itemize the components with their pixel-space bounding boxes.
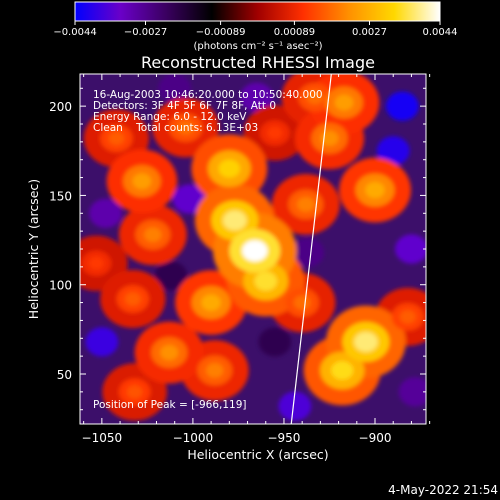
bright-region-core (88, 257, 104, 270)
y-tick-label: 200 (49, 100, 72, 114)
y-axis-label: Heliocentric Y (arcsec) (26, 179, 41, 319)
colorbar-tick-label: −0.0027 (124, 27, 167, 38)
time-range-label: 16-Aug-2003 10:46:20.000 to 10:50:40.000 (93, 89, 323, 101)
x-tick-label: −1000 (173, 431, 214, 445)
x-tick-label: −900 (359, 431, 392, 445)
colorbar-tick-label: 0.0044 (423, 27, 458, 38)
colorbar-ticks: −0.0044 −0.0027 −0.00089 0.00089 0.0027 0.004… (53, 21, 458, 38)
bright-region-core (399, 310, 416, 324)
dark-region (385, 91, 419, 121)
y-tick-label: 50 (57, 368, 72, 382)
y-tick-label: 100 (49, 279, 72, 293)
energy-range-label: Energy Range: 6.0 - 12.0 keV (93, 111, 247, 123)
dark-region (158, 74, 192, 103)
bright-region-core (267, 126, 283, 140)
intensity-map (80, 74, 426, 421)
bright-region-core (144, 227, 162, 243)
bright-region-core (331, 361, 354, 380)
chart-title: Reconstructed RHESSI Image (141, 53, 375, 72)
bright-region-core (354, 331, 378, 352)
dark-region (278, 391, 312, 421)
colorbar-tick-label: 0.00089 (274, 27, 315, 38)
dark-region (89, 198, 122, 228)
x-axis-label: Heliocentric X (arcsec) (187, 447, 328, 462)
bright-region-core (293, 295, 311, 310)
dark-region (172, 184, 206, 214)
image-area (79, 73, 427, 425)
bright-region-core (254, 271, 278, 291)
bright-region-core (108, 131, 125, 146)
dark-region (154, 261, 188, 291)
colorbar-tick-label: −0.00089 (196, 27, 246, 38)
bright-region-core (126, 385, 143, 399)
x-axis: −1050 −1000 −950 −900 (82, 74, 431, 445)
solar-limb-line (290, 74, 332, 424)
y-tick-label: 150 (49, 189, 72, 203)
bright-region-core (124, 292, 141, 306)
bright-region-core (177, 120, 195, 135)
peak-position-label: Position of Peak = [-966,119] (93, 399, 247, 411)
dark-region (291, 238, 325, 268)
bright-region-core (306, 90, 324, 105)
colorbar-tick-label: 0.0027 (352, 27, 387, 38)
colorbar-unit-label: (photons cm⁻² s⁻¹ asec⁻²) (193, 41, 322, 52)
dark-region (395, 234, 426, 264)
bright-region-core (218, 159, 241, 178)
dark-region (240, 82, 274, 112)
dark-region (398, 377, 426, 407)
x-tick-label: −1050 (82, 431, 123, 445)
clean-counts-label: Clean Total counts: 6.13E+03 (93, 122, 258, 134)
y-axis: 50 100 150 200 (49, 87, 426, 411)
bright-region-core (334, 94, 354, 111)
colorbar-gradient (74, 1, 441, 22)
dark-region (85, 327, 119, 357)
bright-region-core (160, 344, 179, 361)
footer-timestamp: 4-May-2022 21:54 (388, 483, 498, 497)
bright-region-core (201, 294, 221, 311)
bright-region-core (365, 181, 385, 199)
bright-region-core (242, 240, 268, 262)
annotations: 16-Aug-2003 10:46:20.000 to 10:50:40.000… (93, 89, 323, 411)
x-tick-label: −950 (267, 431, 300, 445)
dark-region (258, 327, 292, 357)
bright-region-core (205, 363, 224, 378)
colorbar: −0.0044 −0.0027 −0.00089 0.00089 0.0027 0.004… (53, 1, 458, 52)
bright-region-core (132, 173, 152, 190)
detectors-label: Detectors: 3F 4F 5F 6F 7F 8F, Att 0 (93, 100, 276, 112)
bright-region-core (297, 196, 315, 212)
colorbar-tick-label: −0.0044 (53, 27, 96, 38)
bright-region-core (223, 210, 247, 231)
dark-region (376, 136, 410, 166)
